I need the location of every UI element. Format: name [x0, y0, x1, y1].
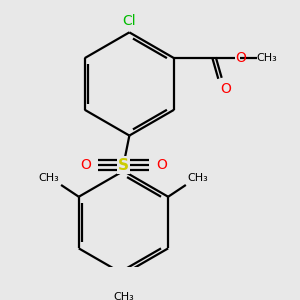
Text: O: O [220, 82, 231, 96]
Text: O: O [80, 158, 91, 172]
Text: CH₃: CH₃ [39, 173, 60, 184]
Text: O: O [235, 51, 246, 65]
Text: CH₃: CH₃ [256, 53, 278, 63]
Text: CH₃: CH₃ [113, 292, 134, 300]
Text: S: S [118, 158, 129, 172]
Text: Cl: Cl [122, 14, 136, 28]
Text: O: O [156, 158, 167, 172]
Text: CH₃: CH₃ [187, 173, 208, 184]
